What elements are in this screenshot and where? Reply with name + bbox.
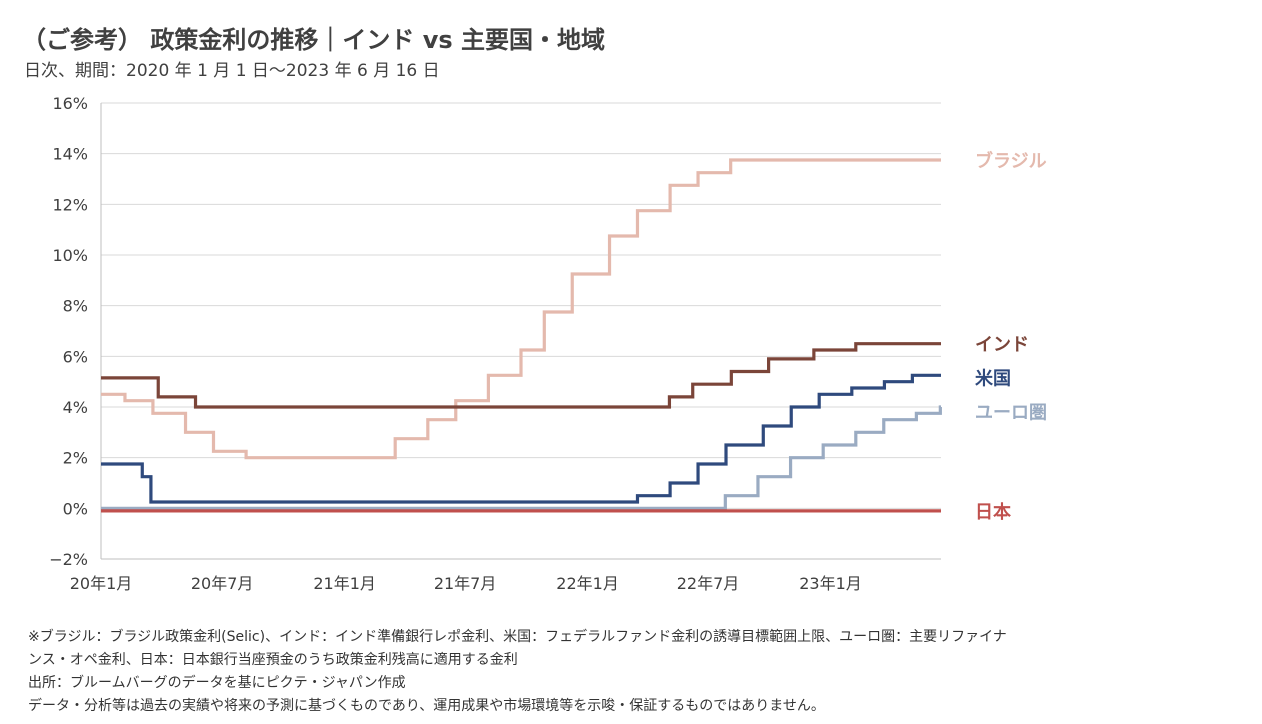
footnote-source: 出所：ブルームバーグのデータを基にピクテ・ジャパン作成 — [28, 675, 406, 691]
axes: 16% 14% 12% 10% 8% 6% 4% 2% 0% −2% 20年1月 20年7月 21年1月… — [49, 94, 941, 593]
series-lines — [101, 158, 942, 513]
series-line — [101, 158, 941, 460]
y-tick-label: 2% — [63, 449, 88, 468]
x-tick-label: 21年7月 — [434, 574, 497, 593]
chart-title: （ご参考） 政策金利の推移｜インド vs 主要国・地域 — [22, 26, 605, 54]
y-tick-label: 6% — [63, 347, 88, 366]
y-tick-label: 10% — [52, 246, 88, 265]
x-tick-label: 20年1月 — [70, 574, 133, 593]
x-tick-label: 23年1月 — [799, 574, 862, 593]
x-tick-label: 21年1月 — [313, 574, 376, 593]
series-line — [101, 342, 941, 409]
series-label: 米国 — [975, 368, 1011, 390]
x-tick-label: 22年7月 — [677, 574, 740, 593]
footnotes: ※ブラジル：ブラジル政策金利(Selic)、インド：インド準備銀行レポ金利、米国… — [28, 626, 1248, 718]
y-tick-label: 8% — [63, 297, 88, 316]
y-tick-label: −2% — [49, 550, 88, 569]
x-tick-label: 20年7月 — [191, 574, 254, 593]
series-label: ブラジル — [975, 150, 1047, 172]
y-tick-label: 12% — [52, 195, 88, 214]
gridlines — [101, 102, 941, 509]
series-line — [101, 405, 942, 510]
footnote-disclaimer: データ・分析等は過去の実績や将来の予測に基づくものであり、運用成果や市場環境等を… — [28, 698, 825, 714]
y-tick-label: 14% — [52, 145, 88, 164]
x-tick-label: 22年1月 — [556, 574, 619, 593]
series-label: 日本 — [975, 501, 1011, 523]
series-line — [101, 373, 941, 504]
series-label: ユーロ圏 — [975, 403, 1047, 424]
policy-rate-line-chart: 16% 14% 12% 10% 8% 6% 4% 2% 0% −2% 20年1月 20年7月 21年1月… — [49, 94, 1047, 593]
footnote-line: ンス・オペ金利、日本：日本銀行当座預金のうち政策金利残高に適用する金利 — [28, 652, 518, 668]
y-tick-label: 4% — [63, 398, 88, 417]
chart-subtitle: 日次、期間：2020 年 1 月 1 日～2023 年 6 月 16 日 — [24, 61, 440, 81]
y-tick-label: 0% — [63, 499, 88, 518]
footnote-line: ※ブラジル：ブラジル政策金利(Selic)、インド：インド準備銀行レポ金利、米国… — [28, 629, 1007, 645]
y-tick-label: 16% — [52, 94, 88, 113]
series-label: インド — [975, 335, 1029, 356]
